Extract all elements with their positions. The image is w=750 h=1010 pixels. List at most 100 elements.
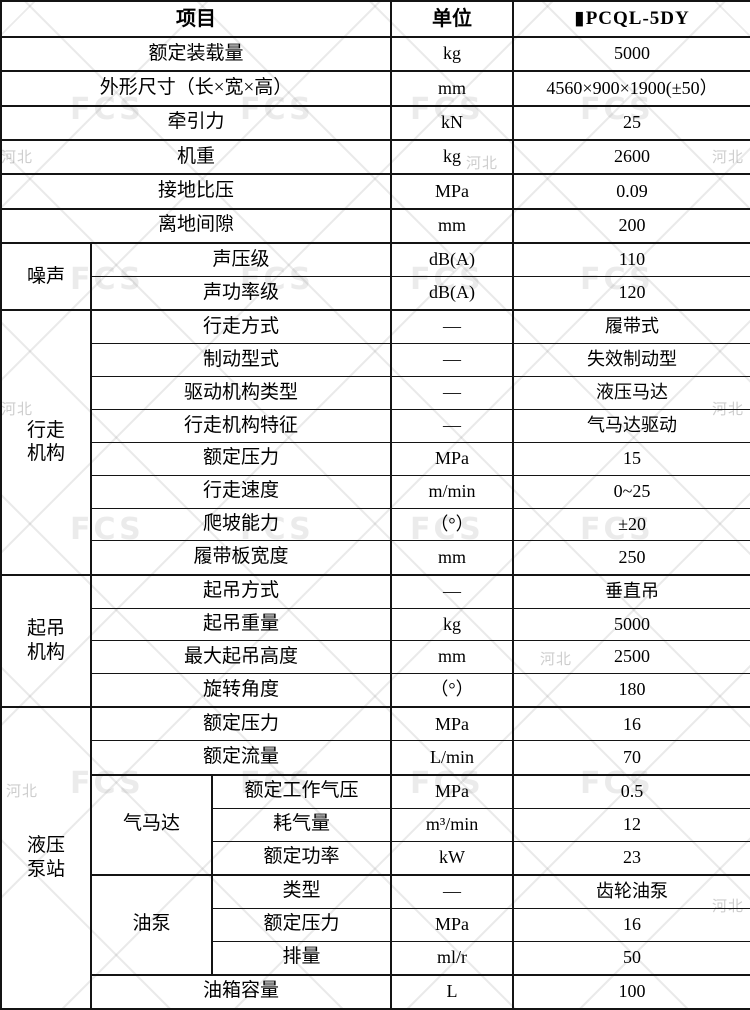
table-row: 最大起吊高度 mm 2500 — [1, 640, 750, 675]
value-cell: 250 — [512, 540, 750, 575]
group-label: 噪声 — [26, 265, 65, 287]
value-cell: 0.5 — [512, 773, 750, 809]
unit-cell: — — [390, 409, 515, 443]
group-label: 液压泵站 — [26, 835, 65, 881]
unit-cell: mm — [390, 70, 515, 107]
unit-cell: kg — [390, 607, 515, 642]
value-cell: 200 — [512, 207, 750, 244]
unit-cell: MPa — [390, 706, 515, 742]
unit-cell: — — [390, 873, 515, 909]
table-row: 履带板宽度 mm 250 — [1, 540, 750, 575]
subgroup-oil-pump: 油泵 — [90, 873, 213, 976]
value-cell: 110 — [512, 242, 750, 278]
table-row: 额定装载量 kg 5000 — [0, 35, 750, 72]
unit-cell: kg — [390, 35, 515, 72]
value-cell: 垂直吊 — [512, 573, 750, 609]
item-cell: 油箱容量 — [89, 973, 393, 1010]
unit-cell: mm — [390, 640, 515, 675]
table-row: 外形尺寸（长×宽×高） mm 4560×900×1900(±50） — [0, 70, 750, 107]
unit-cell: L/min — [390, 740, 515, 776]
table-row: 油泵 类型 — 齿轮油泵 — [1, 873, 750, 976]
unit-cell: ml/r — [390, 940, 515, 976]
value-cell: 70 — [512, 740, 750, 776]
unit-cell: dB(A) — [390, 276, 515, 311]
table-row: 驱动机构类型 — 液压马达 — [1, 376, 750, 411]
item-cell: 驱动机构类型 — [89, 376, 393, 411]
group-pump-station: 液压泵站 — [0, 706, 92, 1010]
unit-cell: mm — [390, 540, 515, 575]
item-cell: 额定流量 — [89, 740, 393, 776]
item-cell: 声压级 — [89, 242, 393, 278]
item-cell: 履带板宽度 — [89, 540, 393, 575]
item-cell: 耗气量 — [210, 807, 393, 842]
value-cell: 2600 — [512, 139, 750, 175]
table-row: 油箱容量 L 100 — [1, 973, 750, 1010]
table-row: 噪声 声压级 dB(A) 110 — [0, 242, 750, 311]
table-row: 起吊重量 kg 5000 — [1, 607, 750, 642]
unit-cell: kW — [390, 840, 515, 876]
value-cell: 齿轮油泵 — [512, 873, 750, 909]
unit-cell: （°） — [390, 507, 515, 542]
item-cell: 牵引力 — [0, 104, 393, 141]
item-cell: 额定功率 — [210, 840, 393, 876]
value-cell: 5000 — [512, 35, 750, 72]
unit-cell: kg — [390, 139, 515, 175]
item-cell: 行走方式 — [89, 309, 393, 345]
unit-cell: MPa — [390, 907, 515, 942]
item-cell: 制动型式 — [89, 343, 393, 378]
value-cell: 16 — [512, 706, 750, 742]
value-cell: 50 — [512, 940, 750, 976]
value-cell: ±20 — [512, 507, 750, 542]
header-model: ▮PCQL-5DY — [512, 0, 750, 38]
item-cell: 排量 — [210, 940, 393, 976]
item-cell: 额定压力 — [89, 706, 393, 742]
unit-cell: dB(A) — [390, 242, 515, 278]
unit-cell: MPa — [390, 173, 515, 210]
table-row: 机重 kg 2600 — [0, 139, 750, 175]
value-cell: 4560×900×1900(±50） — [512, 70, 750, 107]
table-row: 气马达 额定工作气压 MPa 0.5 — [1, 773, 750, 876]
item-cell: 额定压力 — [89, 441, 393, 476]
table-row: 耗气量 m³/min 12 — [1, 807, 750, 842]
item-cell: 机重 — [0, 139, 393, 175]
item-cell: 最大起吊高度 — [89, 640, 393, 675]
item-cell: 爬坡能力 — [89, 507, 393, 542]
value-cell: 16 — [512, 907, 750, 942]
unit-cell: m/min — [390, 474, 515, 509]
subgroup-air-motor: 气马达 — [90, 773, 213, 876]
value-cell: 0.09 — [512, 173, 750, 210]
unit-cell: — — [390, 343, 515, 378]
table-row: 额定压力 MPa 16 — [1, 907, 750, 942]
value-cell: 2500 — [512, 640, 750, 675]
value-cell: 气马达驱动 — [512, 409, 750, 443]
value-cell: 0~25 — [512, 474, 750, 509]
unit-cell: MPa — [390, 441, 515, 476]
table-row: 爬坡能力 （°） ±20 — [1, 507, 750, 542]
value-cell: 120 — [512, 276, 750, 311]
unit-cell: — — [390, 573, 515, 609]
table-row: 旋转角度 （°） 180 — [1, 673, 750, 708]
table-row: 制动型式 — 失效制动型 — [1, 343, 750, 378]
value-cell: 5000 — [512, 607, 750, 642]
table-row: 牵引力 kN 25 — [0, 104, 750, 141]
table-row: 额定流量 L/min 70 — [1, 740, 750, 776]
header-row: 项目 单位 ▮PCQL-5DY — [0, 0, 750, 38]
group-label: 行走机构 — [26, 419, 65, 465]
item-cell: 额定压力 — [210, 907, 393, 942]
unit-cell: kN — [390, 104, 515, 141]
table-row: 声功率级 dB(A) 120 — [1, 276, 750, 311]
table-row: 液压泵站 额定压力 MPa 16 — [0, 706, 750, 1010]
group-label: 起吊机构 — [26, 618, 65, 663]
item-cell: 外形尺寸（长×宽×高） — [0, 70, 393, 107]
item-cell: 行走机构特征 — [89, 409, 393, 443]
table-row: 额定功率 kW 23 — [1, 840, 750, 876]
item-cell: 离地间隙 — [0, 207, 393, 244]
value-cell: 液压马达 — [512, 376, 750, 411]
group-hoist: 起吊机构 — [0, 573, 92, 708]
item-cell: 接地比压 — [0, 173, 393, 210]
table-row: 行走机构特征 — 气马达驱动 — [1, 409, 750, 443]
item-cell: 旋转角度 — [89, 673, 393, 708]
table-row: 起吊机构 起吊方式 — 垂直吊 — [0, 573, 750, 708]
